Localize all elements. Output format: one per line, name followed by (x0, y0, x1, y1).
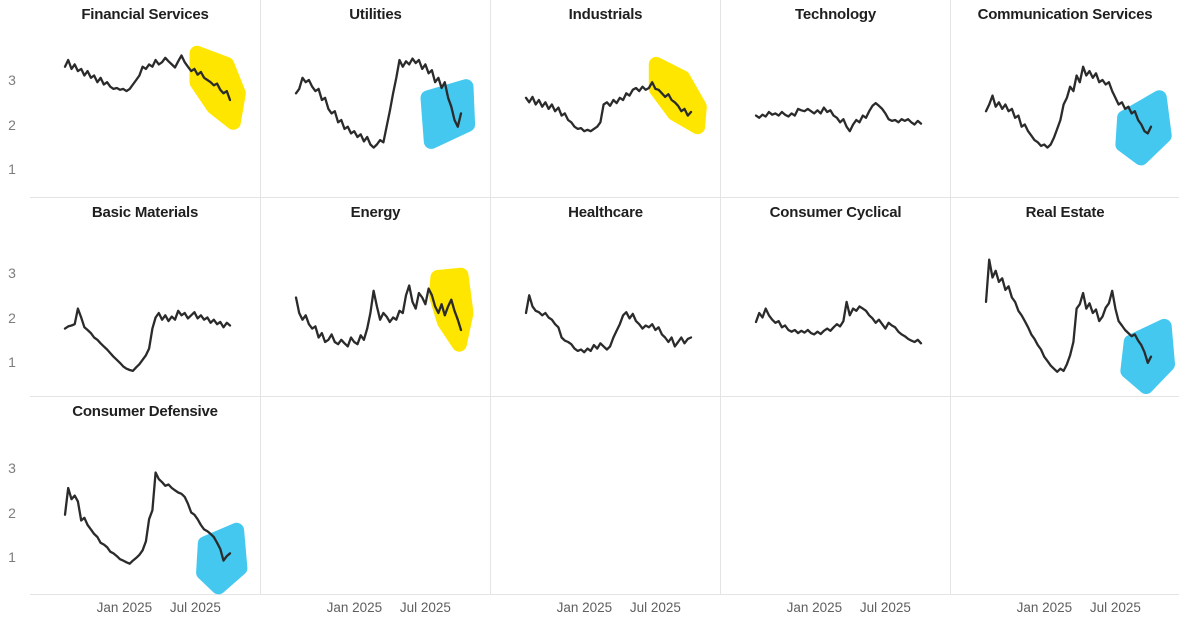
y-tick-label: 1 (8, 161, 16, 177)
facet-chart (524, 56, 707, 135)
facet-chart (524, 294, 693, 354)
facet-empty (950, 397, 1179, 595)
facet-chart (294, 57, 476, 149)
series-line (984, 258, 1153, 373)
facet-chart (984, 258, 1175, 394)
x-tick-label: Jul 2025 (859, 600, 911, 615)
facet-chart (984, 65, 1172, 166)
facet-title: Real Estate (1025, 204, 1105, 221)
x-tick-label: Jul 2025 (629, 600, 681, 615)
facet-empty (720, 397, 950, 595)
facet-title: Industrials (568, 6, 643, 23)
facet-chart (63, 471, 248, 595)
facet-healthcare: Healthcare (490, 198, 720, 397)
x-tick-label: Jan 2025 (786, 600, 843, 615)
series-line (524, 81, 693, 133)
facet-chart (63, 307, 232, 373)
facet-utilities: Utilities (260, 0, 490, 198)
facet-empty (260, 397, 490, 595)
facet-title: Communication Services (977, 6, 1153, 23)
x-tick-label: Jul 2025 (399, 600, 451, 615)
facet-empty (490, 397, 720, 595)
highlight-region-yellow (189, 45, 246, 130)
facet-chart (754, 101, 923, 133)
y-tick-label: 2 (8, 309, 16, 326)
series-line (984, 65, 1153, 149)
x-tick-label: Jan 2025 (556, 600, 613, 615)
facet-chart (63, 45, 246, 130)
y-tick-label: 3 (8, 460, 16, 476)
y-tick-label: 2 (8, 116, 16, 133)
facet-real-estate: Real Estate (950, 198, 1179, 397)
facet-chart (294, 267, 474, 352)
facet-title: Financial Services (81, 6, 209, 23)
facet-basic-materials: Basic Materials (30, 198, 260, 397)
y-tick-label: 2 (8, 504, 16, 521)
series-line (294, 57, 463, 149)
x-tick-label: Jan 2025 (96, 600, 153, 615)
series-line (754, 300, 923, 345)
facet-title: Technology (794, 6, 877, 23)
y-tick-label: 1 (8, 354, 16, 370)
x-tick-label: Jan 2025 (326, 600, 383, 615)
x-tick-label: Jan 2025 (1016, 600, 1073, 615)
y-tick-label: 1 (8, 549, 16, 565)
facet-title: Consumer Defensive (72, 403, 218, 420)
x-tick-label: Jul 2025 (169, 600, 221, 615)
facet-title: Basic Materials (91, 204, 199, 221)
facet-title: Healthcare (568, 204, 643, 221)
x-tick-label: Jul 2025 (1089, 600, 1141, 615)
facet-technology: Technology (720, 0, 950, 198)
facet-energy: Energy (260, 198, 490, 397)
series-line (524, 294, 693, 354)
facet-consumer-cyclical: Consumer Cyclical (720, 198, 950, 397)
facet-financial-services: Financial Services (30, 0, 260, 198)
facet-industrials: Industrials (490, 0, 720, 198)
facet-title: Consumer Cyclical (769, 204, 902, 221)
facet-consumer-defensive: Consumer Defensive (30, 397, 260, 595)
y-tick-label: 3 (8, 72, 16, 88)
facet-communication-services: Communication Services (950, 0, 1179, 198)
series-line (63, 471, 232, 565)
facet-title: Energy (350, 204, 401, 221)
series-line (294, 284, 463, 348)
series-line (63, 307, 232, 373)
series-line (754, 101, 923, 133)
facet-chart (754, 300, 923, 345)
series-line (63, 54, 232, 102)
y-tick-label: 3 (8, 265, 16, 281)
highlight-region-yellow (428, 267, 474, 352)
facet-title: Utilities (349, 6, 402, 23)
